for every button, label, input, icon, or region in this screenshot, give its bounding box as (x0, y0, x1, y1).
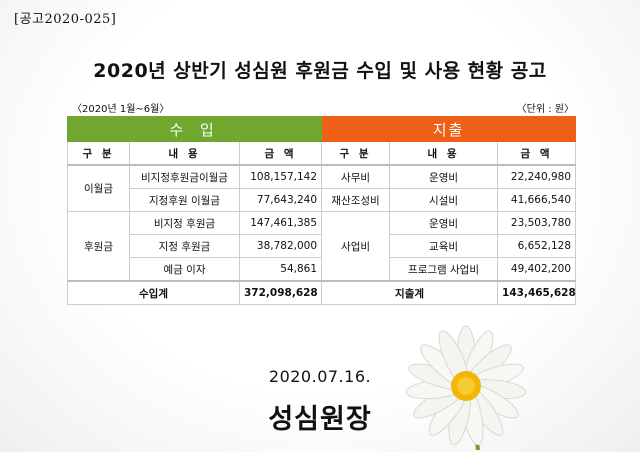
expense-amount: 41,666,540 (497, 188, 577, 212)
notice-id: [공고2020-025] (14, 12, 117, 27)
income-content: 지정 후원금 (129, 234, 240, 258)
table-row: 이월금 비지정후원금이월금 108,157,142 사무비 운영비 22,240… (67, 164, 577, 212)
expense-col-amount: 금 액 (497, 141, 577, 166)
expense-amount: 49,402,200 (497, 257, 577, 282)
expense-category: 사무비 (321, 164, 391, 189)
expense-content: 프로그램 사업비 (389, 257, 499, 282)
income-content: 예금 이자 (129, 257, 240, 282)
income-content: 지정후원 이월금 (129, 188, 240, 212)
table-row: 후원금 비지정 후원금 147,461,385 사업비 운영비 23,503,7… (67, 211, 577, 282)
expense-total-amount: 143,465,628 (497, 280, 577, 305)
expense-content: 운영비 (389, 211, 499, 235)
income-amount: 147,461,385 (238, 211, 323, 235)
income-content: 비지정 후원금 (129, 211, 240, 235)
notice-date: 2020.07.16. (268, 367, 372, 386)
expense-col-category: 구 분 (321, 141, 391, 166)
expense-content: 시설비 (389, 188, 499, 212)
table-row: 지정후원 이월금 77,643,240 재산조성비 시설비 41,666,540 (68, 188, 577, 212)
expense-content: 운영비 (389, 164, 499, 189)
finance-table: 수 입 지출 구 분 내 용 금 액 구 분 내 용 금 액 이월금 비지정후원… (66, 116, 577, 305)
expense-col-content: 내 용 (389, 141, 499, 166)
expense-content: 교육비 (389, 234, 499, 258)
period-label: 〈2020년 1월~6월〉 (72, 104, 170, 115)
expense-total-label: 지출계 (321, 280, 499, 305)
expense-amount: 23,503,780 (497, 211, 577, 235)
income-content: 비지정후원금이월금 (129, 164, 240, 189)
income-header: 수 입 (66, 116, 323, 142)
income-amount: 54,861 (238, 257, 323, 282)
table-row: 지정 후원금 38,782,000 교육비 6,652,128 (68, 234, 577, 258)
income-amount: 38,782,000 (238, 234, 323, 258)
income-col-amount: 금 액 (238, 141, 323, 166)
expense-amount: 22,240,980 (497, 164, 577, 189)
signature: 성심원장 (268, 404, 372, 435)
table-row: 예금 이자 54,861 프로그램 사업비 49,402,200 (68, 257, 577, 282)
income-amount: 108,157,142 (238, 164, 323, 189)
expense-category: 재산조성비 (321, 188, 391, 212)
income-total-label: 수입계 (67, 280, 240, 305)
daisy-flower-icon (405, 325, 527, 450)
income-total-amount: 372,098,628 (238, 280, 323, 305)
income-col-content: 내 용 (129, 141, 240, 166)
total-row: 수입계 372,098,628 지출계 143,465,628 (67, 280, 577, 305)
unit-label: 〈단위 : 원〉 (516, 104, 574, 115)
income-category: 이월금 (67, 164, 130, 212)
expense-header: 지출 (321, 116, 577, 142)
income-amount: 77,643,240 (238, 188, 323, 212)
income-col-category: 구 분 (67, 141, 130, 166)
expense-category: 사업비 (321, 211, 391, 282)
income-category: 후원금 (67, 211, 130, 282)
expense-amount: 6,652,128 (497, 234, 577, 258)
page-title: 2020년 상반기 성심원 후원금 수입 및 사용 현황 공고 (93, 60, 547, 82)
